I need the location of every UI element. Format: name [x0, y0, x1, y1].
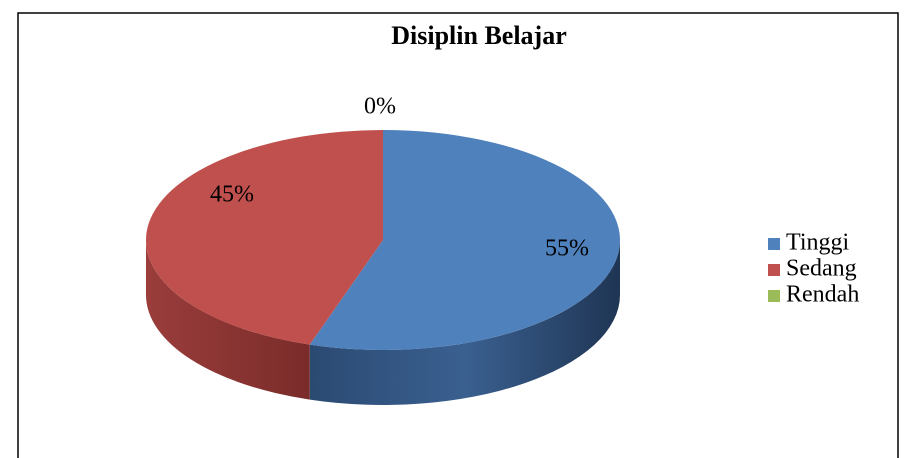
data-label: 45% — [210, 182, 254, 208]
legend-swatch — [768, 238, 780, 250]
pie-sides — [146, 240, 620, 405]
chart-title: Disiplin Belajar — [391, 21, 567, 50]
legend-label: Sedang — [786, 256, 857, 282]
legend-swatch — [768, 264, 780, 276]
data-labels: 55% 45% 0% — [210, 94, 589, 262]
data-label: 55% — [545, 236, 589, 262]
legend-swatch — [768, 290, 780, 302]
pie-tops — [146, 130, 621, 350]
pie-slice — [309, 130, 621, 350]
pie-side — [309, 240, 620, 405]
pie-slice — [146, 130, 383, 345]
pie-side — [146, 240, 310, 400]
legend-label: Rendah — [786, 282, 859, 308]
legend-label: Tinggi — [786, 230, 849, 256]
data-label: 0% — [364, 94, 396, 120]
